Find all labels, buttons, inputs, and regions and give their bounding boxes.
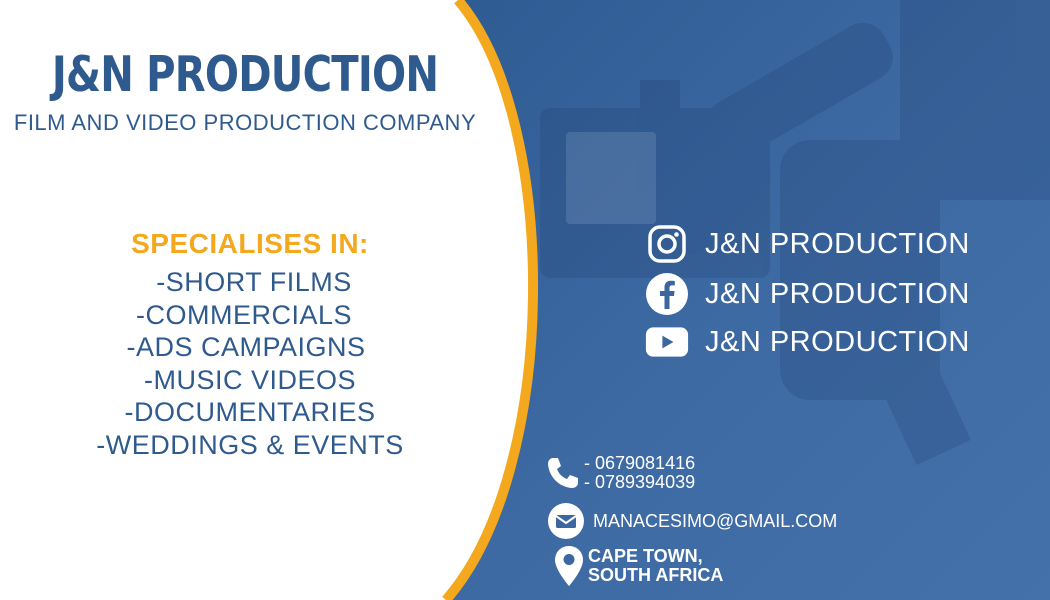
- services-heading: SPECIALISES IN:: [131, 228, 369, 259]
- youtube-icon: [645, 320, 689, 364]
- envelope-icon: [548, 503, 584, 539]
- services-list: -SHORT FILMS -COMMERCIALS -ADS CAMPAIGNS…: [0, 266, 500, 461]
- company-name: J&N PRODUCTION: [51, 46, 439, 103]
- service-item: -ADS CAMPAIGNS: [126, 332, 366, 362]
- instagram-icon: [645, 222, 689, 266]
- service-item: -MUSIC VIDEOS: [143, 364, 357, 395]
- service-item: -WEDDINGS & EVENTS: [96, 429, 404, 460]
- facebook-handle[interactable]: J&N PRODUCTION: [645, 272, 970, 316]
- service-item: -DOCUMENTARIES: [124, 397, 376, 427]
- youtube-label: J&N PRODUCTION: [705, 325, 970, 358]
- phone-number[interactable]: - 0679081416: [584, 453, 696, 473]
- service-item: -COMMERCIALS: [135, 299, 352, 330]
- phone-number[interactable]: - 0789394039: [584, 472, 696, 492]
- facebook-icon: [645, 272, 689, 316]
- address: CAPE TOWN, SOUTH AFRICA: [588, 547, 723, 585]
- service-item: -SHORT FILMS: [156, 267, 352, 297]
- email-address[interactable]: MANACESIMO@GMAIL.COM: [593, 511, 838, 531]
- address-city: CAPE TOWN,: [588, 546, 703, 566]
- company-tagline: FILM AND VIDEO PRODUCTION COMPANY: [13, 110, 477, 135]
- instagram-handle[interactable]: J&N PRODUCTION: [645, 222, 970, 266]
- phone-icon: [548, 458, 578, 488]
- youtube-handle[interactable]: J&N PRODUCTION: [645, 320, 970, 364]
- phone-numbers: - 0679081416 - 0789394039: [584, 454, 695, 492]
- location-pin-icon: [555, 546, 583, 586]
- instagram-label: J&N PRODUCTION: [705, 227, 970, 260]
- address-country: SOUTH AFRICA: [588, 565, 724, 585]
- facebook-label: J&N PRODUCTION: [705, 277, 970, 310]
